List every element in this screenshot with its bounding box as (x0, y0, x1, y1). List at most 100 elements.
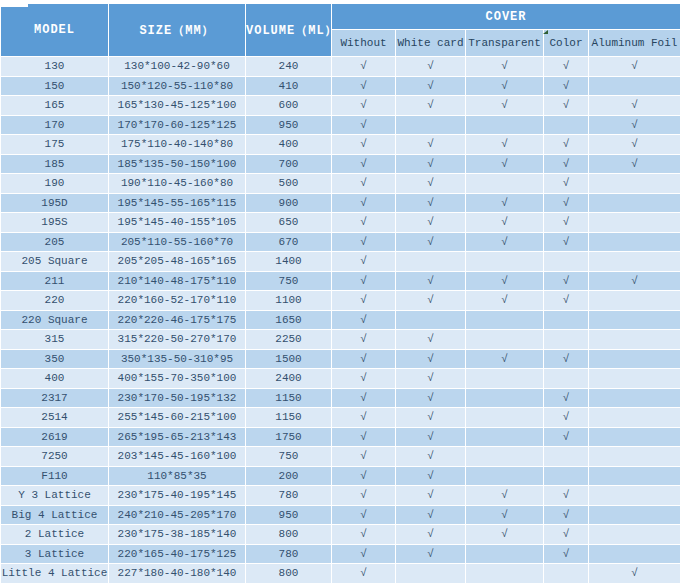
empty-cell (466, 466, 544, 486)
check-mark: √ (589, 154, 680, 174)
empty-cell (589, 544, 680, 564)
check-mark: √ (332, 505, 396, 525)
check-mark: √ (332, 388, 396, 408)
empty-cell (589, 388, 680, 408)
check-mark: √ (332, 232, 396, 252)
model-cell: 130 (1, 57, 109, 77)
empty-cell (466, 544, 544, 564)
volume-cell: 750 (246, 447, 332, 467)
size-cell: 175*110-40-140*80 (109, 135, 246, 155)
check-mark: √ (396, 466, 466, 486)
check-mark: √ (396, 154, 466, 174)
empty-cell (466, 564, 544, 583)
empty-cell (466, 310, 544, 330)
empty-cell (544, 447, 589, 467)
volume-cell: 1100 (246, 291, 332, 311)
check-mark: √ (544, 271, 589, 291)
check-mark: √ (466, 486, 544, 506)
volume-cell: 700 (246, 154, 332, 174)
check-mark: √ (544, 213, 589, 233)
model-cell: 205 Square (1, 252, 109, 272)
table-row: Big 4 Lattice240*210-45-205*170950√√√√ (1, 505, 680, 525)
check-mark: √ (544, 408, 589, 428)
model-cell: 150 (1, 76, 109, 96)
empty-cell (589, 213, 680, 233)
check-mark: √ (332, 115, 396, 135)
empty-cell (589, 486, 680, 506)
check-mark: √ (544, 349, 589, 369)
size-cell: 240*210-45-205*170 (109, 505, 246, 525)
model-cell: 195S (1, 213, 109, 233)
corner-notch (0, 0, 28, 7)
check-mark: √ (544, 427, 589, 447)
check-mark: √ (332, 544, 396, 564)
check-mark: √ (396, 76, 466, 96)
model-cell: 2514 (1, 408, 109, 428)
size-cell: 205*110-55-160*70 (109, 232, 246, 252)
empty-cell (466, 330, 544, 350)
check-mark: √ (332, 291, 396, 311)
check-mark: √ (544, 544, 589, 564)
size-cell: 255*145-60-215*100 (109, 408, 246, 428)
model-cell: 7250 (1, 447, 109, 467)
table-row: 190190*110-45-160*80500√√√ (1, 174, 680, 194)
size-cell: 400*155-70-350*100 (109, 369, 246, 389)
check-mark: √ (396, 447, 466, 467)
volume-cell: 900 (246, 193, 332, 213)
subheader-color: Color (544, 30, 589, 57)
check-mark: √ (396, 525, 466, 545)
empty-cell (396, 115, 466, 135)
size-cell: 220*165-40-175*125 (109, 544, 246, 564)
check-mark: √ (466, 57, 544, 77)
size-cell: 220*160-52-170*110 (109, 291, 246, 311)
subheader-without: Without (332, 30, 396, 57)
volume-cell: 650 (246, 213, 332, 233)
size-cell: 230*175-40-195*145 (109, 486, 246, 506)
check-mark: √ (396, 96, 466, 116)
empty-cell (396, 252, 466, 272)
check-mark: √ (466, 525, 544, 545)
empty-cell (589, 291, 680, 311)
check-mark: √ (466, 505, 544, 525)
check-mark: √ (332, 193, 396, 213)
check-mark: √ (332, 525, 396, 545)
table-row: 170170*170-60-125*125950√√ (1, 115, 680, 135)
table-row: 130130*100-42-90*60240√√√√√ (1, 57, 680, 77)
column-header-cover: COVER (332, 4, 680, 30)
volume-cell: 2250 (246, 330, 332, 350)
check-mark: √ (589, 96, 680, 116)
volume-cell: 1650 (246, 310, 332, 330)
check-mark: √ (466, 193, 544, 213)
volume-cell: 1500 (246, 349, 332, 369)
model-cell: 220 Square (1, 310, 109, 330)
volume-cell: 950 (246, 115, 332, 135)
size-cell: 220*220-46-175*175 (109, 310, 246, 330)
model-cell: 350 (1, 349, 109, 369)
model-cell: 3 Lattice (1, 544, 109, 564)
model-cell: 185 (1, 154, 109, 174)
check-mark: √ (466, 232, 544, 252)
empty-cell (544, 115, 589, 135)
check-mark: √ (396, 232, 466, 252)
volume-cell: 1750 (246, 427, 332, 447)
size-cell: 170*170-60-125*125 (109, 115, 246, 135)
check-mark: √ (396, 388, 466, 408)
check-mark: √ (332, 96, 396, 116)
model-cell: 2619 (1, 427, 109, 447)
check-mark: √ (466, 271, 544, 291)
check-mark: √ (589, 271, 680, 291)
size-cell: 230*175-38-185*140 (109, 525, 246, 545)
volume-cell: 410 (246, 76, 332, 96)
table-row: 400400*155-70-350*1002400√√ (1, 369, 680, 389)
table-row: 2619265*195-65-213*1431750√√√ (1, 427, 680, 447)
empty-cell (589, 330, 680, 350)
model-cell: 2317 (1, 388, 109, 408)
empty-cell (589, 232, 680, 252)
table-row: 150150*120-55-110*80410√√√√ (1, 76, 680, 96)
check-mark: √ (332, 271, 396, 291)
check-mark: √ (332, 427, 396, 447)
check-mark: √ (544, 76, 589, 96)
check-mark: √ (332, 564, 396, 583)
size-cell: 150*120-55-110*80 (109, 76, 246, 96)
check-mark: √ (332, 252, 396, 272)
